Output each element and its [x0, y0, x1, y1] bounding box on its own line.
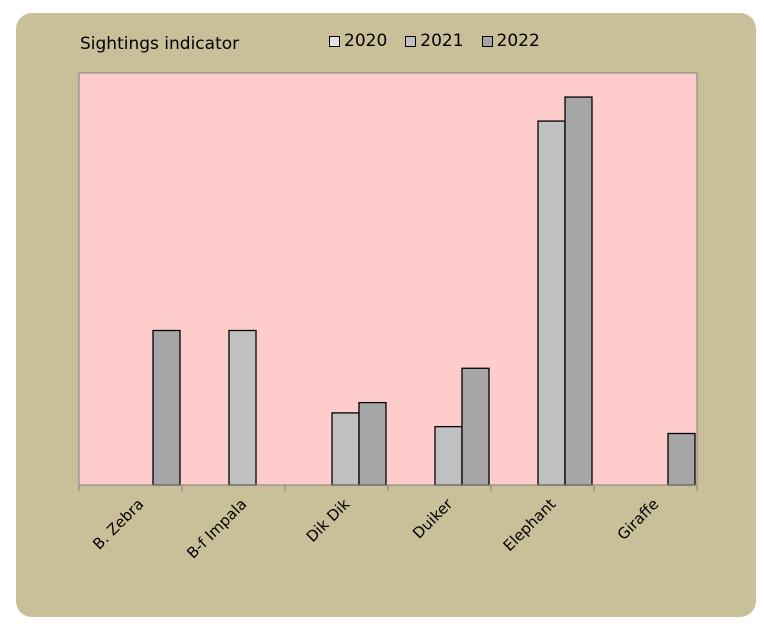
bar-2021-duiker: [434, 425, 463, 486]
x-tick-label: Elephant: [500, 495, 560, 555]
chart-title: Sightings indicator: [80, 34, 240, 54]
bar-2022-b-zebra: [152, 329, 181, 486]
bar-2022-dik-dik: [358, 401, 387, 486]
bar-2021-elephant: [537, 120, 566, 486]
legend-label-2021: 2021: [420, 31, 464, 51]
x-tick-label: Dik Dik: [303, 495, 354, 546]
bar-2022-elephant: [564, 96, 593, 486]
x-tick-label: Duiker: [409, 495, 457, 543]
x-tick-label: B. Zebra: [89, 495, 147, 553]
legend-swatch-2022: [481, 35, 493, 47]
legend-item-2022: 2022: [481, 31, 540, 51]
bar-2022-duiker: [461, 367, 490, 486]
bars-group: [152, 96, 696, 486]
x-axis-tick-labels: B. Zebra B-f Impala Dik Dik Duiker Elephant G…: [89, 495, 662, 563]
legend-label-2022: 2022: [496, 31, 540, 51]
legend-swatch-2021: [405, 35, 417, 47]
bar-2022-giraffe: [667, 432, 696, 486]
legend: 2020 2021 2022: [329, 31, 540, 51]
legend-swatch-2020: [329, 35, 340, 47]
bar-2021-b-f-impala: [228, 329, 257, 486]
bar-2021-dik-dik: [331, 412, 360, 486]
plot-area: [78, 72, 698, 486]
legend-label-2020: 2020: [344, 31, 388, 51]
x-axis-ticks: [78, 485, 698, 491]
legend-item-2021: 2021: [405, 31, 464, 51]
x-tick-label: Giraffe: [614, 495, 663, 544]
x-tick-label: B-f Impala: [183, 495, 250, 562]
legend-item-2020: 2020: [329, 31, 387, 51]
